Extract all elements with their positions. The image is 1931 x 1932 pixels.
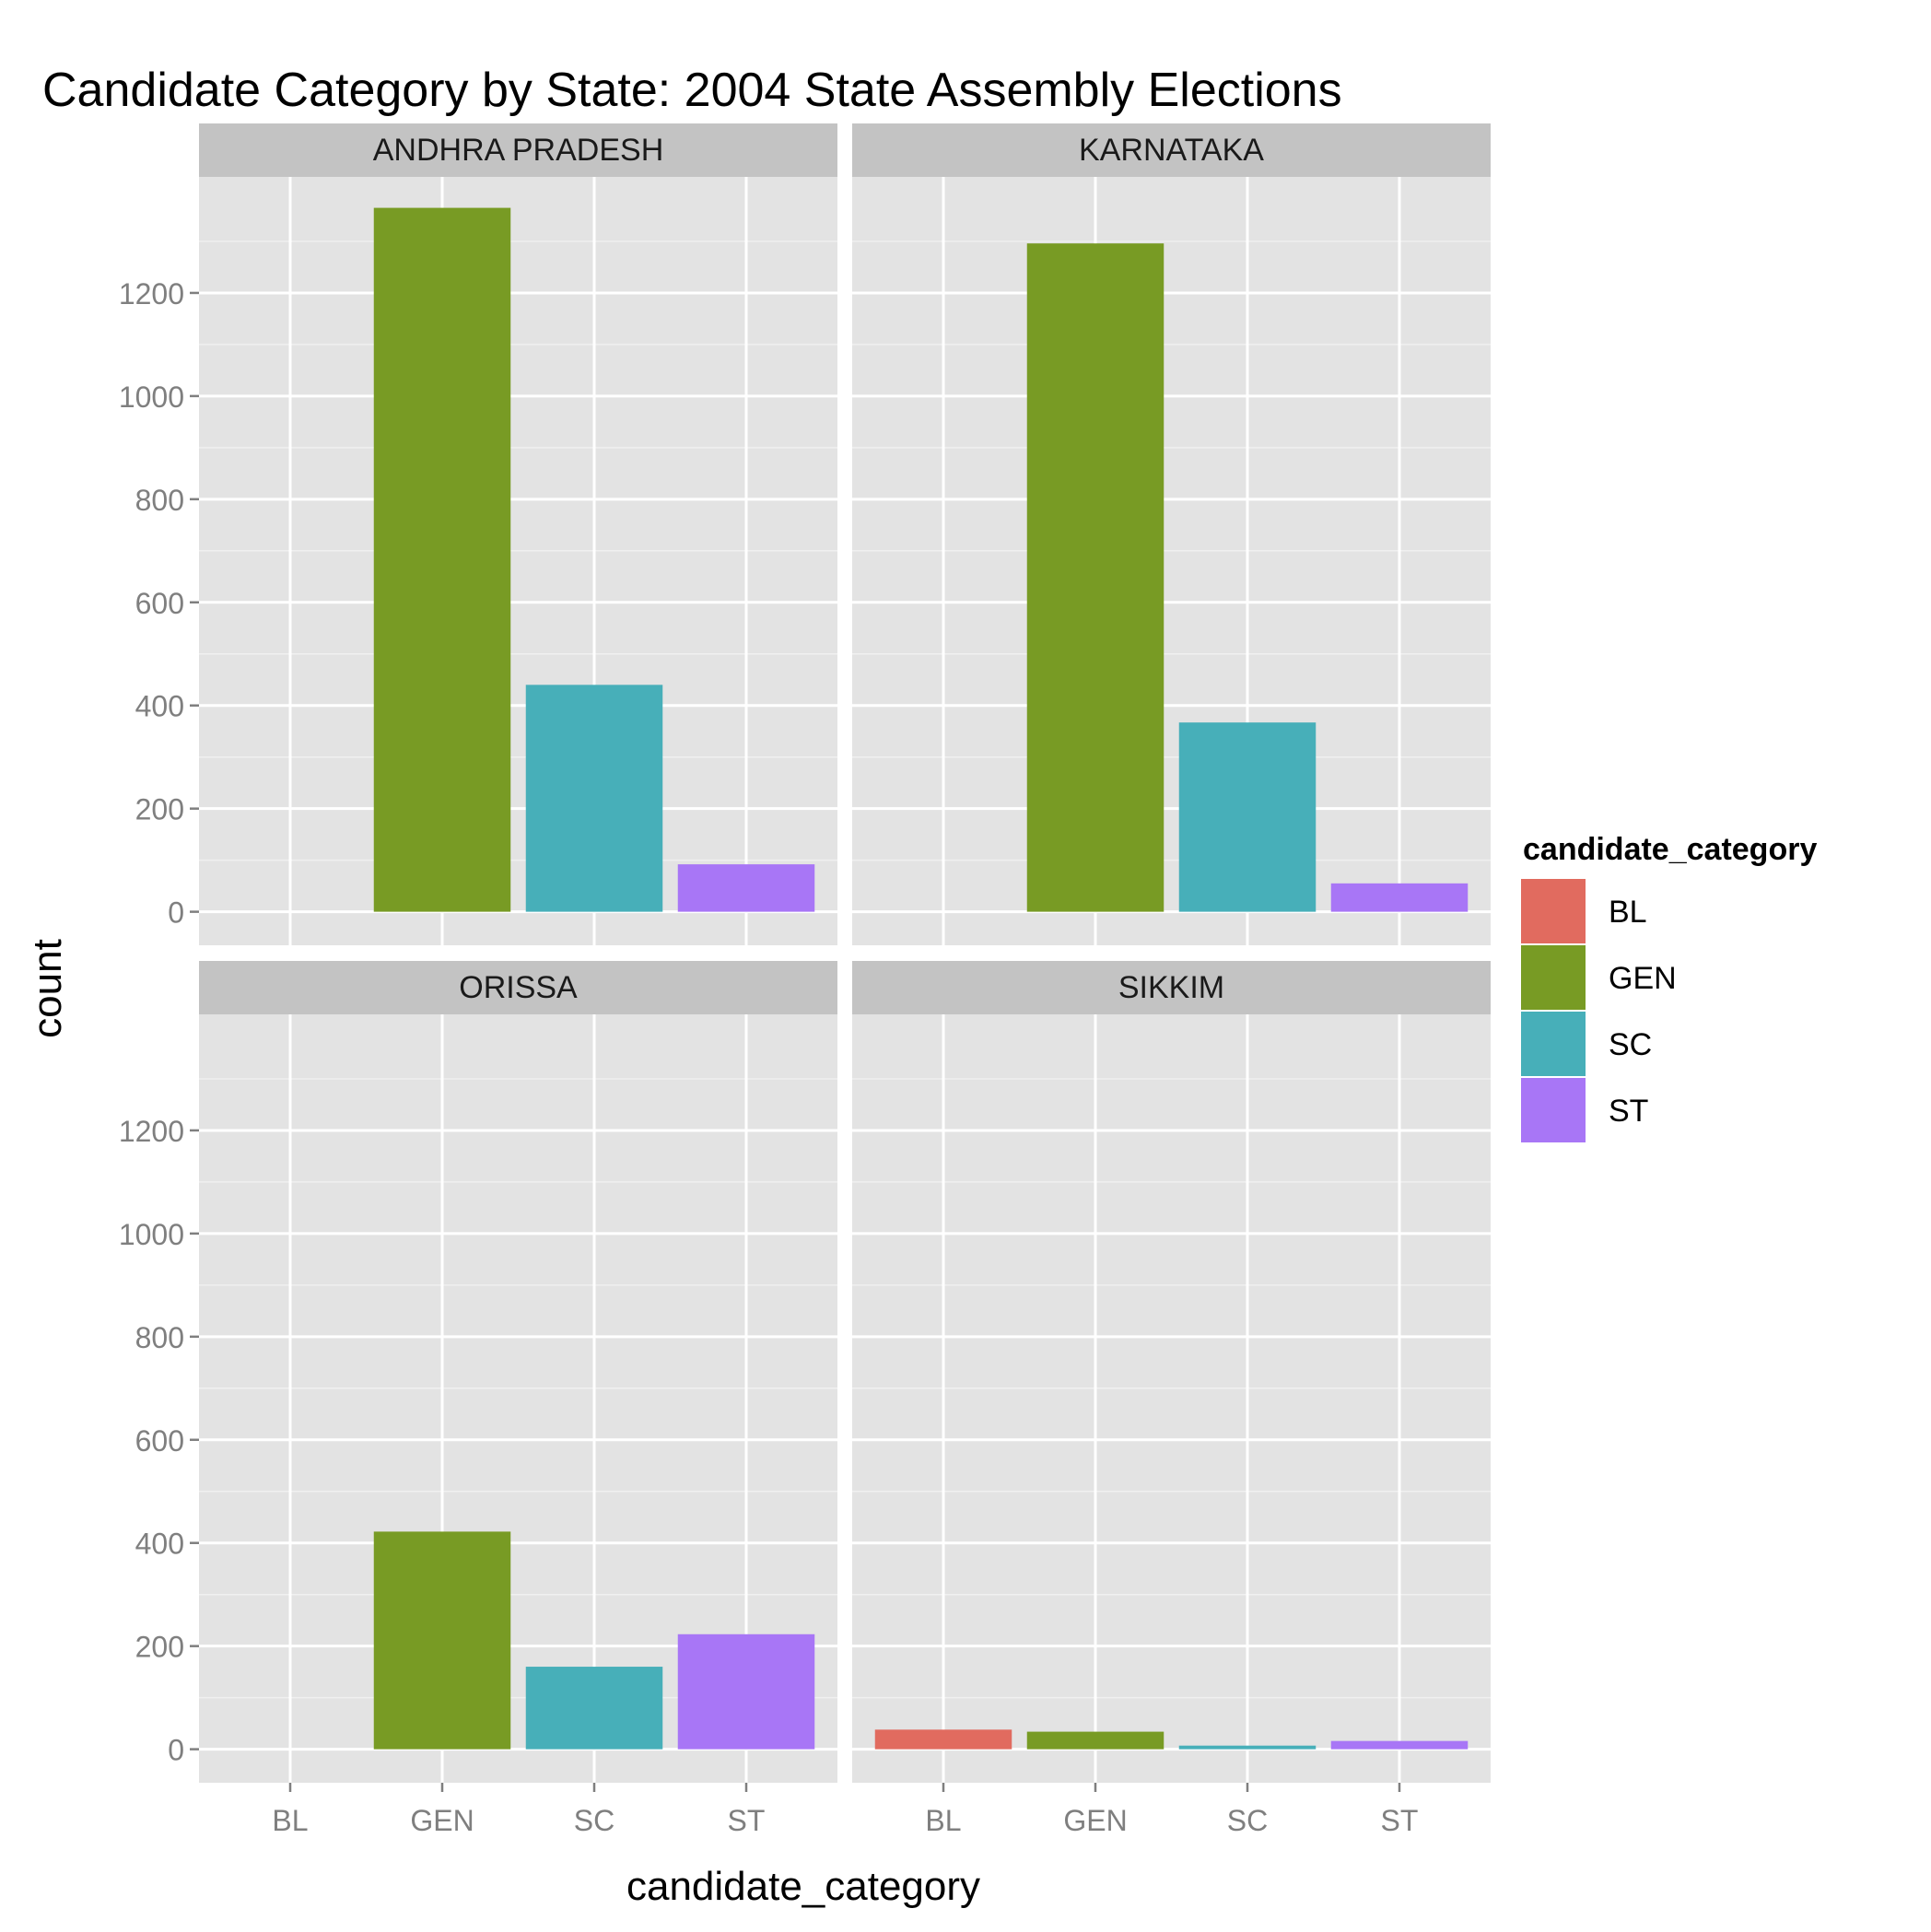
legend: candidate_category BL GEN SC ST xyxy=(1519,832,1817,1144)
x-tick-label: SC xyxy=(574,1804,614,1837)
facet-strip-label: ORISSA xyxy=(459,970,578,1005)
plot-background xyxy=(852,1014,1491,1783)
bar-sikkim-gen xyxy=(1026,1731,1164,1750)
y-axis-label: count xyxy=(25,939,70,1038)
y-tick-label: 600 xyxy=(135,587,184,620)
chart-title: Candidate Category by State: 2004 State … xyxy=(42,64,1342,117)
legend-label-gen: GEN xyxy=(1609,961,1677,996)
x-tick-label: GEN xyxy=(1063,1804,1127,1837)
facet-strip-label: KARNATAKA xyxy=(1079,133,1264,168)
bar-sikkim-sc xyxy=(1178,1745,1317,1750)
y-tick-label: 800 xyxy=(135,1321,184,1354)
facet-orissa: ORISSA xyxy=(199,961,837,1783)
x-tick-label: ST xyxy=(728,1804,766,1837)
y-tick-label: 200 xyxy=(135,793,184,826)
legend-swatch-gen xyxy=(1521,945,1586,1010)
x-tick-label: BL xyxy=(272,1804,308,1837)
y-tick-label: 200 xyxy=(135,1631,184,1664)
bar-karnataka-sc xyxy=(1178,722,1317,912)
facet-strip xyxy=(199,123,837,177)
bar-sikkim-st xyxy=(1330,1740,1469,1750)
facet-strip xyxy=(852,961,1491,1014)
legend-label-bl: BL xyxy=(1609,895,1647,930)
bar-andhra-pradesh-gen xyxy=(373,207,511,912)
x-tick-label: ST xyxy=(1381,1804,1419,1837)
bar-andhra-pradesh-sc xyxy=(525,685,663,912)
y-tick-label: 400 xyxy=(135,690,184,723)
legend-swatch-sc xyxy=(1521,1012,1586,1076)
facet-andhra-pradesh: ANDHRA PRADESH xyxy=(199,123,837,945)
facet-panels: ANDHRA PRADESH KARNATAKA ORISSA SIKKIM xyxy=(199,123,1491,1783)
facet-karnataka: KARNATAKA xyxy=(852,123,1491,945)
x-tick-label: SC xyxy=(1227,1804,1268,1837)
legend-title: candidate_category xyxy=(1523,832,1817,867)
legend-label-st: ST xyxy=(1609,1094,1648,1129)
bar-orissa-gen xyxy=(373,1531,511,1750)
facet-strip-label: SIKKIM xyxy=(1118,970,1224,1005)
plot-background xyxy=(199,177,837,945)
y-axis: 0 200 400 600 800 1000 1200 0 200 400 600 800 1000 12… xyxy=(119,277,199,1767)
y-tick-label: 600 xyxy=(135,1424,184,1458)
legend-label-sc: SC xyxy=(1609,1027,1652,1062)
bar-orissa-sc xyxy=(525,1667,663,1750)
legend-swatch-bl xyxy=(1521,879,1586,943)
bar-orissa-st xyxy=(677,1633,815,1750)
y-tick-label: 0 xyxy=(168,896,184,930)
facet-strip xyxy=(199,961,837,1014)
bar-karnataka-st xyxy=(1330,883,1469,912)
facet-sikkim: SIKKIM xyxy=(852,961,1491,1783)
y-tick-label: 1000 xyxy=(119,1218,184,1251)
y-tick-label: 1200 xyxy=(119,1115,184,1148)
x-tick-label: BL xyxy=(925,1804,961,1837)
bar-andhra-pradesh-st xyxy=(677,864,815,912)
facet-strip xyxy=(852,123,1491,177)
legend-swatch-st xyxy=(1521,1078,1586,1142)
y-tick-label: 1000 xyxy=(119,381,184,414)
x-axis: BL GEN SC ST BL GEN SC ST xyxy=(272,1783,1418,1837)
x-tick-label: GEN xyxy=(410,1804,474,1837)
y-tick-label: 400 xyxy=(135,1528,184,1561)
bar-sikkim-bl xyxy=(874,1729,1012,1750)
y-tick-label: 0 xyxy=(168,1734,184,1767)
y-tick-label: 800 xyxy=(135,484,184,517)
x-axis-label: candidate_category xyxy=(626,1864,980,1909)
plot-background xyxy=(852,177,1491,945)
y-tick-label: 1200 xyxy=(119,277,184,310)
facet-strip-label: ANDHRA PRADESH xyxy=(373,133,664,168)
bar-karnataka-gen xyxy=(1026,243,1164,912)
